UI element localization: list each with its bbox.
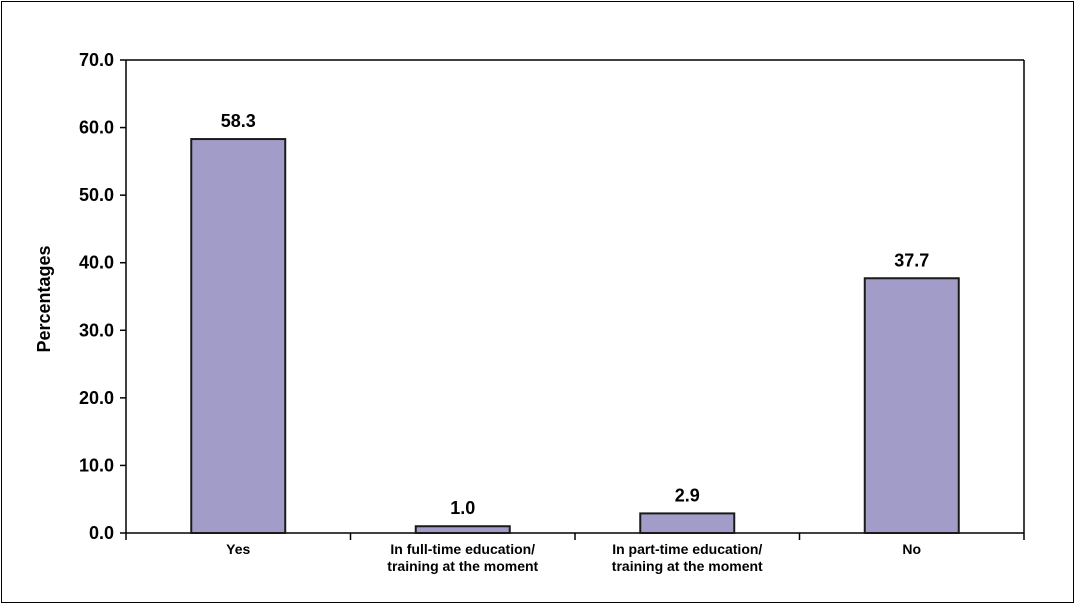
x-category-label: In part-time education/ <box>612 541 762 557</box>
plot-area: 0.0 10.0 20.0 30.0 40.0 50.0 60.0 70.0 58.3 Yes 1.… <box>79 50 1025 574</box>
x-category-label: training at the moment <box>612 558 763 574</box>
data-label: 37.7 <box>894 250 929 270</box>
bar <box>190 138 287 535</box>
bar <box>863 277 960 534</box>
y-tick-label: 0.0 <box>89 523 114 543</box>
y-tick-label: 60.0 <box>79 118 114 138</box>
y-tick-label: 20.0 <box>79 388 114 408</box>
data-label: 1.0 <box>450 498 475 518</box>
bar <box>639 512 736 535</box>
y-tick-label: 10.0 <box>79 455 114 475</box>
data-label: 58.3 <box>221 111 256 131</box>
y-tick-label: 30.0 <box>79 320 114 340</box>
x-category-label: In full-time education/ <box>390 541 535 557</box>
x-category-label: training at the moment <box>387 558 538 574</box>
data-label: 2.9 <box>675 485 700 505</box>
y-tick-label: 50.0 <box>79 185 114 205</box>
y-axis-title: Percentages <box>34 245 54 352</box>
x-category-label: No <box>902 541 921 557</box>
y-tick-label: 40.0 <box>79 253 114 273</box>
bar <box>414 525 511 535</box>
y-tick-label: 70.0 <box>79 50 114 70</box>
x-category-label: Yes <box>226 541 250 557</box>
